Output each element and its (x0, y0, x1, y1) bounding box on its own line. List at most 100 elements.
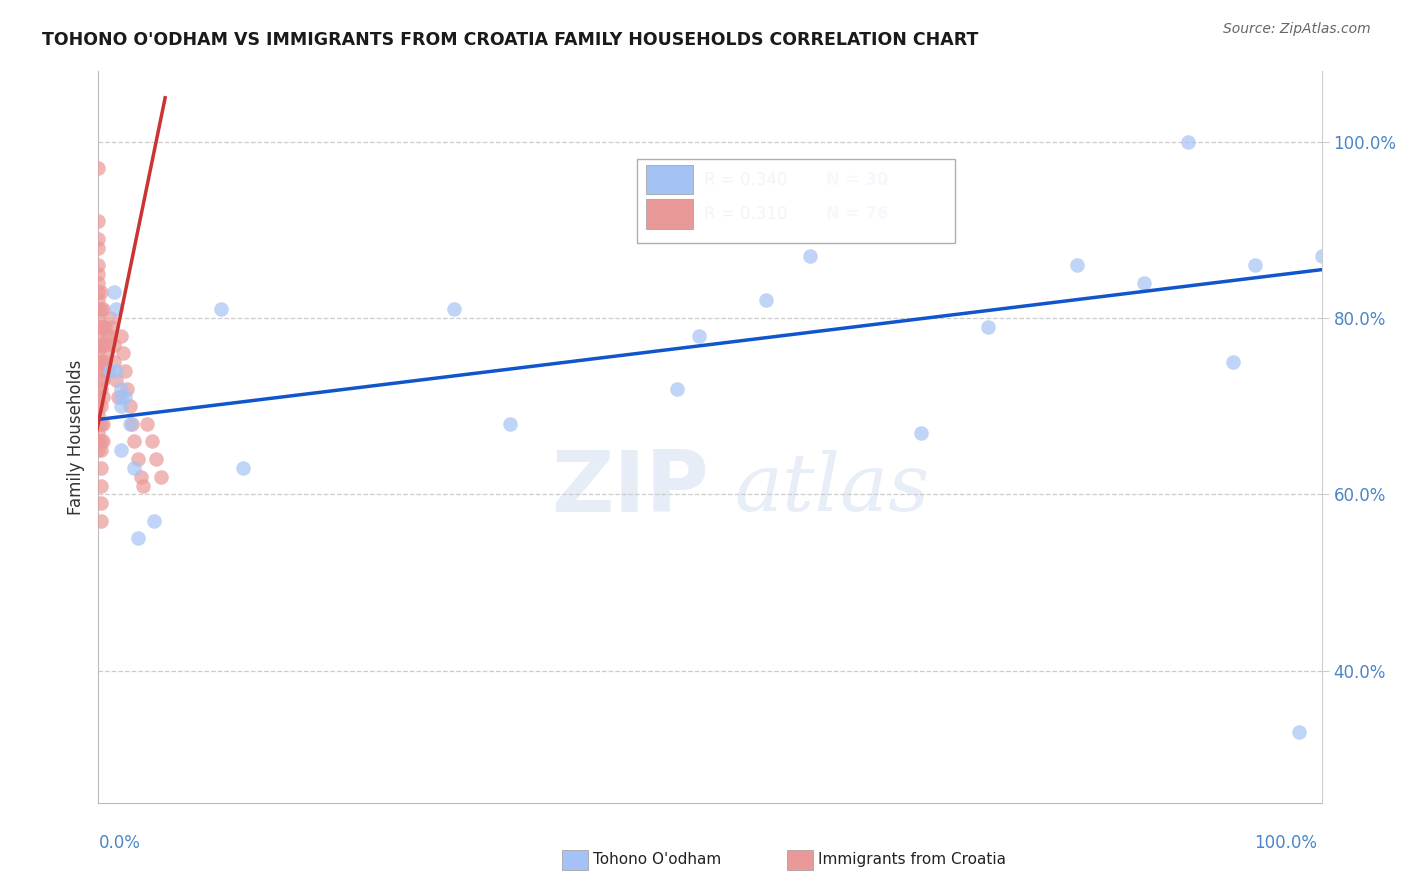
Point (105, 364, 128, 378)
Text: R = 0.340: R = 0.340 (704, 170, 787, 188)
Point (96, 364, 118, 378)
Y-axis label: Family Households: Family Households (67, 359, 86, 515)
Point (91, 417, 114, 431)
Point (910, 425, 932, 440)
Point (87, 425, 110, 440)
Point (90, 285, 112, 299)
Point (110, 391, 132, 405)
Point (90, 434, 112, 449)
Point (755, 293, 778, 308)
Point (145, 452, 167, 467)
Point (122, 461, 145, 475)
Point (90, 417, 112, 431)
Text: atlas: atlas (734, 450, 929, 527)
Point (103, 285, 125, 299)
Point (87, 293, 110, 308)
Point (141, 434, 163, 449)
Point (799, 249, 821, 263)
Point (103, 355, 125, 369)
Point (977, 320, 1000, 334)
Point (143, 514, 166, 528)
Text: 0.0%: 0.0% (98, 834, 141, 852)
Point (499, 417, 522, 431)
Text: Immigrants from Croatia: Immigrants from Croatia (818, 853, 1007, 867)
Point (90, 355, 112, 369)
Point (90, 364, 112, 378)
Point (91, 302, 114, 317)
Point (91, 320, 114, 334)
Point (1244, 258, 1267, 272)
Bar (647, 199, 693, 228)
Point (90, 443, 112, 458)
Point (98, 328, 121, 343)
Point (87, 443, 110, 458)
Point (149, 469, 172, 483)
Point (87, 267, 110, 281)
Point (90, 320, 112, 334)
Point (87, 417, 110, 431)
Point (1288, 725, 1310, 739)
Point (90, 302, 112, 317)
Point (127, 532, 149, 546)
Point (110, 443, 132, 458)
Point (1310, 249, 1333, 263)
Point (96, 346, 118, 360)
Point (90, 496, 112, 510)
Point (127, 452, 149, 467)
Point (96, 328, 118, 343)
Point (91, 355, 114, 369)
Text: Tohono O'odham: Tohono O'odham (593, 853, 721, 867)
Text: TOHONO O'ODHAM VS IMMIGRANTS FROM CROATIA FAMILY HOUSEHOLDS CORRELATION CHART: TOHONO O'ODHAM VS IMMIGRANTS FROM CROATI… (42, 31, 979, 49)
Point (98, 364, 121, 378)
Point (90, 337, 112, 351)
Point (1177, 135, 1199, 149)
Point (94, 337, 117, 351)
Point (87, 408, 110, 422)
Point (87, 391, 110, 405)
Point (1066, 258, 1088, 272)
Point (132, 478, 155, 492)
Point (90, 382, 112, 396)
Text: Source: ZipAtlas.com: Source: ZipAtlas.com (1223, 22, 1371, 37)
Point (121, 417, 143, 431)
Point (94, 320, 117, 334)
Point (209, 302, 232, 317)
Point (87, 276, 110, 290)
Point (103, 337, 125, 351)
Point (105, 373, 128, 387)
Point (1132, 276, 1154, 290)
Point (87, 373, 110, 387)
Point (87, 161, 110, 176)
Point (105, 302, 128, 317)
Point (110, 382, 132, 396)
Point (87, 320, 110, 334)
Text: ZIP: ZIP (551, 447, 709, 530)
Text: N = 30: N = 30 (827, 170, 889, 188)
Point (90, 514, 112, 528)
Point (114, 391, 136, 405)
Point (87, 214, 110, 228)
Point (110, 399, 132, 413)
Point (87, 399, 110, 413)
Point (94, 355, 117, 369)
Text: R = 0.310: R = 0.310 (704, 205, 787, 223)
Point (87, 364, 110, 378)
Point (91, 434, 114, 449)
Point (1222, 355, 1244, 369)
Point (87, 337, 110, 351)
Point (136, 417, 159, 431)
Point (111, 346, 134, 360)
Point (100, 320, 122, 334)
Point (87, 241, 110, 255)
Point (90, 399, 112, 413)
FancyBboxPatch shape (637, 159, 955, 244)
Point (122, 434, 145, 449)
Point (232, 461, 254, 475)
Point (117, 382, 139, 396)
Point (91, 373, 114, 387)
Text: N = 76: N = 76 (827, 205, 889, 223)
Point (98, 311, 121, 326)
Point (118, 417, 141, 431)
Point (90, 461, 112, 475)
Point (118, 399, 141, 413)
